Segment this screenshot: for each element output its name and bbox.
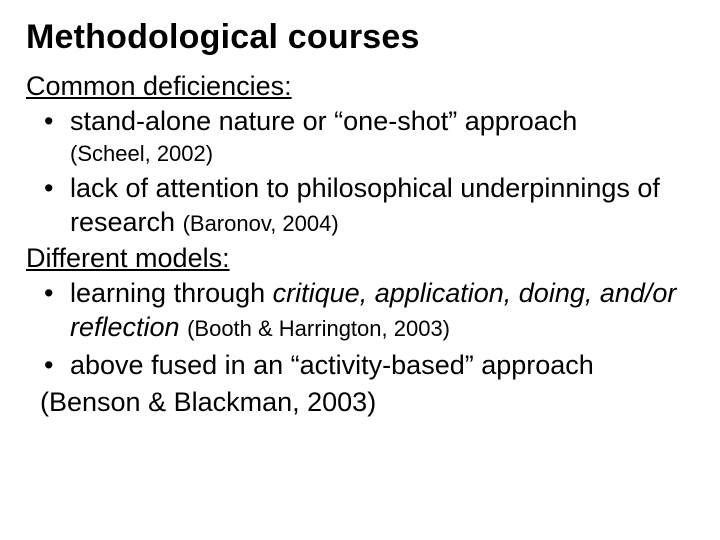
models-list: learning through critique, application, …	[26, 276, 694, 383]
item-text: stand-alone nature or “one-shot” approac…	[70, 106, 577, 136]
section-heading-models: Different models:	[26, 243, 694, 274]
item-citation: (Scheel, 2002)	[70, 140, 694, 168]
item-text: above fused in an “activity-based” appro…	[70, 350, 594, 380]
section-heading-deficiencies: Common deficiencies:	[26, 71, 694, 102]
deficiencies-list: stand-alone nature or “one-shot” approac…	[26, 104, 694, 240]
item-text-pre: learning through	[70, 278, 273, 308]
item-citation: (Baronov, 2004)	[183, 211, 339, 236]
slide-title: Methodological courses	[26, 18, 694, 57]
slide: Methodological courses Common deficienci…	[0, 0, 720, 540]
item-citation: (Booth & Harrington, 2003)	[187, 316, 450, 341]
item-text-post	[180, 312, 188, 342]
list-item: lack of attention to philosophical under…	[40, 171, 694, 240]
trailing-citation: (Benson & Blackman, 2003)	[26, 385, 694, 420]
list-item: learning through critique, application, …	[40, 276, 694, 345]
item-text: lack of attention to philosophical under…	[70, 173, 660, 238]
list-item: stand-alone nature or “one-shot” approac…	[40, 104, 694, 168]
list-item: above fused in an “activity-based” appro…	[40, 348, 694, 383]
